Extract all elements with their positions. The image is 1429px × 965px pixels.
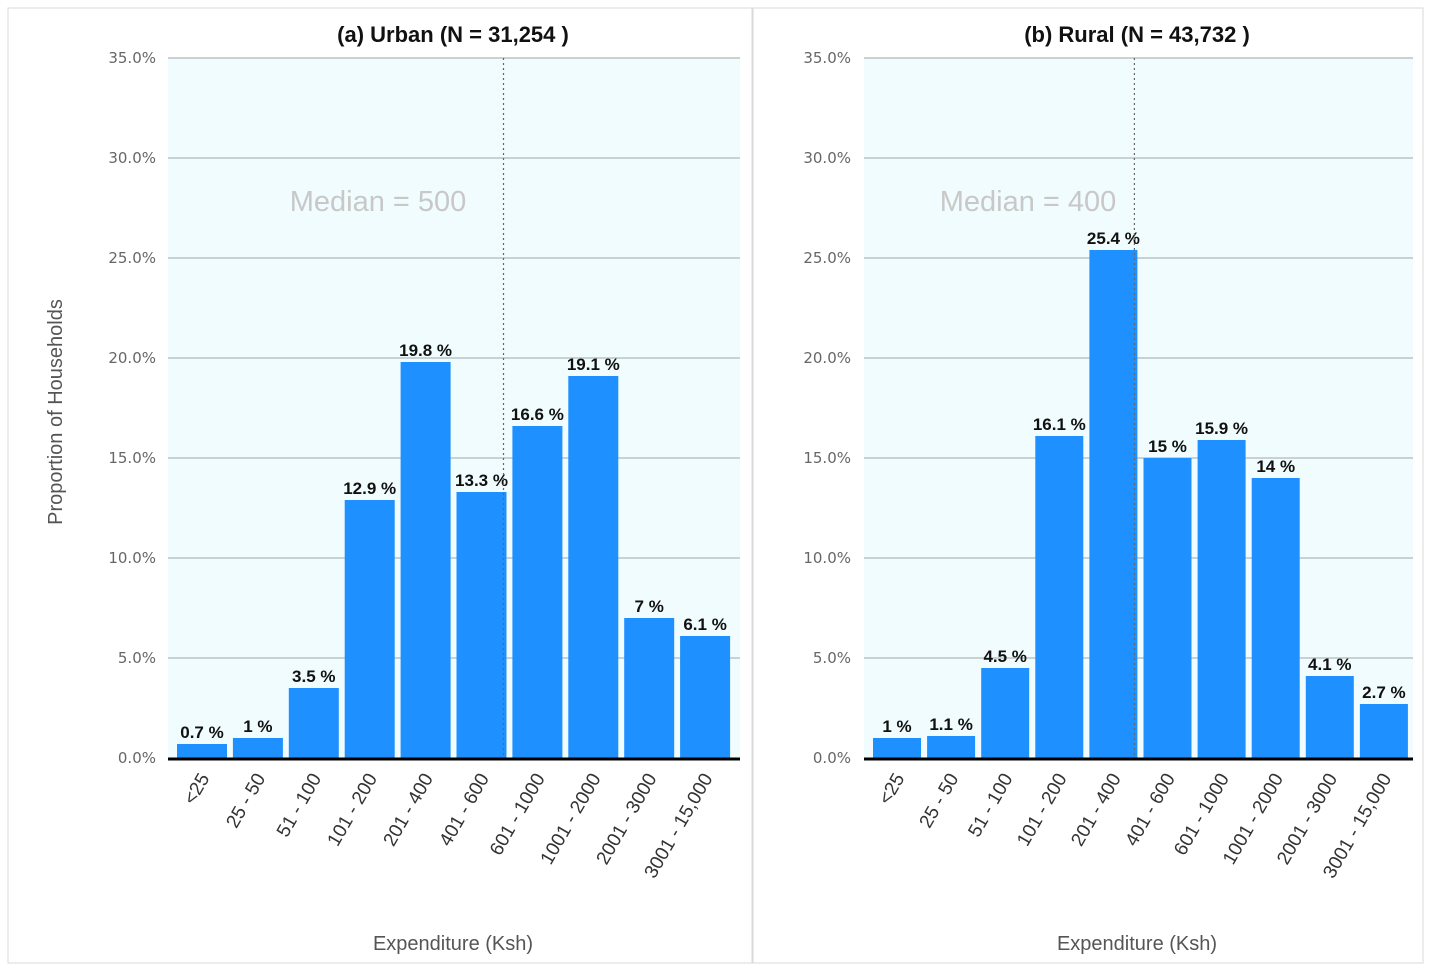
bar	[1359, 704, 1408, 758]
bar	[680, 636, 731, 758]
bar-value-label: 1 %	[243, 717, 272, 736]
panel-a-chart: 0.0% 5.0% 10.0% 15.0% 20.0% 25.0% 30.0% 35.0% (a…	[108, 22, 740, 882]
y-tick-label: 10.0%	[108, 549, 156, 567]
bar	[873, 738, 921, 758]
panel-b-border	[752, 7, 1424, 964]
bar	[456, 492, 507, 758]
y-tick-label: 15.0%	[803, 449, 851, 467]
y-axis-label: Proportion of Households	[45, 299, 67, 525]
y-tick-label: 35.0%	[108, 49, 156, 67]
y-tick-label: 20.0%	[108, 349, 156, 367]
y-tick-label: 25.0%	[803, 249, 851, 267]
bar-value-label: 7 %	[635, 597, 664, 616]
y-tick-label: 35.0%	[803, 49, 851, 67]
y-tick-label: 10.0%	[803, 549, 851, 567]
bar-value-label: 16.6 %	[511, 405, 564, 424]
x-axis-label-a: Expenditure (Ksh)	[373, 933, 533, 955]
bar	[512, 426, 563, 758]
bar-value-label: 0.7 %	[180, 723, 223, 742]
bar-value-label: 4.5 %	[983, 647, 1026, 666]
y-tick-label: 30.0%	[108, 149, 156, 167]
bar	[177, 744, 227, 758]
bar	[927, 736, 976, 758]
bar	[1251, 478, 1300, 758]
bar	[1197, 440, 1246, 758]
panel-b-chart: 0.0% 5.0% 10.0% 15.0% 20.0% 25.0% 30.0% 35.0% (b…	[803, 22, 1413, 882]
y-tick-label: 0.0%	[813, 749, 851, 767]
y-tick-label: 5.0%	[118, 649, 156, 667]
bar-value-label: 16.1 %	[1033, 415, 1086, 434]
bar	[232, 738, 283, 758]
median-label: Median = 500	[290, 186, 467, 218]
bar	[981, 668, 1030, 758]
bar-value-label: 12.9 %	[343, 479, 396, 498]
plot-area	[864, 58, 1413, 758]
bar-value-label: 4.1 %	[1308, 655, 1351, 674]
bar-value-label: 3.5 %	[292, 667, 335, 686]
x-axis-label-b: Expenditure (Ksh)	[1057, 933, 1217, 955]
bar-value-label: 25.4 %	[1087, 229, 1140, 248]
bar	[1089, 250, 1138, 758]
bar-value-label: 13.3 %	[455, 471, 508, 490]
bar-value-label: 2.7 %	[1362, 683, 1405, 702]
bar	[288, 688, 339, 758]
bar-value-label: 1.1 %	[929, 715, 972, 734]
bar	[624, 618, 675, 758]
chart-title: (a) Urban (N = 31,254 )	[337, 22, 569, 47]
bar-value-label: 15 %	[1148, 437, 1187, 456]
bar-value-label: 15.9 %	[1195, 419, 1248, 438]
chart-title: (b) Rural (N = 43,732 )	[1024, 22, 1250, 47]
y-tick-label: 0.0%	[118, 749, 156, 767]
bar	[568, 376, 619, 758]
panel-a-border	[7, 7, 753, 964]
bar-value-label: 1 %	[882, 717, 911, 736]
bar-value-label: 14 %	[1256, 457, 1295, 476]
bar	[400, 362, 451, 758]
bar	[1305, 676, 1354, 758]
bar	[1035, 436, 1084, 758]
y-tick-label: 5.0%	[813, 649, 851, 667]
y-tick-label: 15.0%	[108, 449, 156, 467]
y-tick-label: 25.0%	[108, 249, 156, 267]
bar-value-label: 6.1 %	[683, 615, 726, 634]
y-tick-label: 20.0%	[803, 349, 851, 367]
bar-value-label: 19.8 %	[399, 341, 452, 360]
median-label: Median = 400	[940, 186, 1117, 218]
bar	[344, 500, 395, 758]
y-tick-label: 30.0%	[803, 149, 851, 167]
bar	[1143, 458, 1192, 758]
bar-value-label: 19.1 %	[567, 355, 620, 374]
